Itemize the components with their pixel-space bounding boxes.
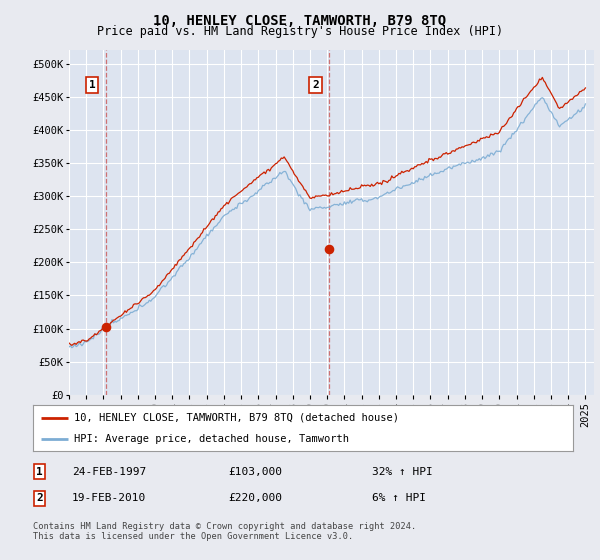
Point	[101, 322, 111, 331]
Text: £220,000: £220,000	[228, 493, 282, 503]
Text: 2: 2	[312, 80, 319, 90]
Text: 2: 2	[36, 493, 43, 503]
Text: £103,000: £103,000	[228, 466, 282, 477]
Text: 10, HENLEY CLOSE, TAMWORTH, B79 8TQ (detached house): 10, HENLEY CLOSE, TAMWORTH, B79 8TQ (det…	[74, 413, 398, 423]
Text: 6% ↑ HPI: 6% ↑ HPI	[372, 493, 426, 503]
Text: 10, HENLEY CLOSE, TAMWORTH, B79 8TQ: 10, HENLEY CLOSE, TAMWORTH, B79 8TQ	[154, 14, 446, 28]
Text: Contains HM Land Registry data © Crown copyright and database right 2024.
This d: Contains HM Land Registry data © Crown c…	[33, 522, 416, 542]
Point	[325, 245, 334, 254]
Text: 19-FEB-2010: 19-FEB-2010	[72, 493, 146, 503]
Text: 1: 1	[89, 80, 95, 90]
Text: Price paid vs. HM Land Registry's House Price Index (HPI): Price paid vs. HM Land Registry's House …	[97, 25, 503, 38]
Text: 32% ↑ HPI: 32% ↑ HPI	[372, 466, 433, 477]
Text: 24-FEB-1997: 24-FEB-1997	[72, 466, 146, 477]
Text: HPI: Average price, detached house, Tamworth: HPI: Average price, detached house, Tamw…	[74, 435, 349, 444]
Text: 1: 1	[36, 466, 43, 477]
